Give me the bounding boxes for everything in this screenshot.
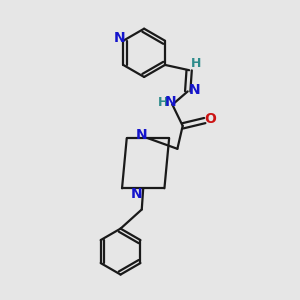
Text: N: N: [131, 187, 142, 201]
Text: O: O: [205, 112, 217, 126]
Text: N: N: [165, 95, 177, 109]
Text: N: N: [114, 32, 125, 45]
Text: H: H: [191, 57, 202, 70]
Text: N: N: [136, 128, 147, 142]
Text: H: H: [158, 96, 168, 109]
Text: N: N: [188, 83, 200, 97]
